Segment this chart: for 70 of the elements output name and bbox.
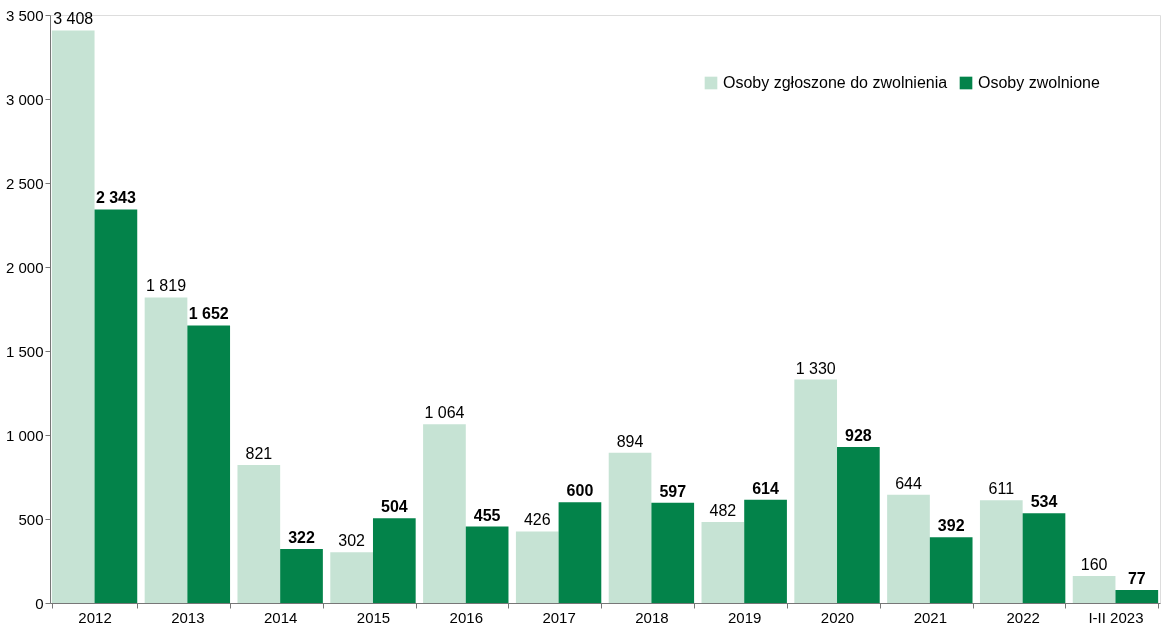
data-label: 821	[245, 445, 273, 463]
x-tick-label: 2021	[913, 608, 948, 626]
data-label: 928	[845, 427, 872, 445]
data-label: 1 819	[145, 277, 187, 295]
y-tick-label: 500	[18, 510, 44, 528]
bar	[330, 552, 373, 603]
data-label: 600	[566, 482, 594, 500]
bar	[1115, 590, 1159, 603]
bar	[979, 500, 1023, 603]
bar	[280, 548, 323, 603]
data-label: 1 064	[424, 404, 465, 422]
x-tick-label: 2019	[728, 608, 762, 626]
data-label: 1 652	[188, 305, 229, 323]
bar	[558, 502, 602, 603]
x-tick-label: 2014	[263, 608, 298, 626]
bar	[651, 502, 695, 603]
data-label: 302	[338, 532, 366, 550]
x-tick-label: 2015	[356, 608, 391, 626]
bar	[51, 30, 95, 603]
data-label: 611	[988, 480, 1015, 498]
data-label: 1 330	[795, 359, 836, 377]
data-label: 597	[659, 482, 687, 500]
bar	[144, 297, 188, 603]
bar	[744, 499, 787, 603]
data-label: 3 408	[53, 10, 94, 28]
y-tick-label: 2 500	[5, 174, 44, 192]
x-tick-label: 2016	[449, 608, 483, 626]
bar	[423, 424, 466, 603]
data-label: 504	[380, 498, 408, 516]
bar	[187, 325, 231, 603]
data-label: 77	[1127, 570, 1146, 588]
data-label: 322	[288, 528, 315, 546]
bar	[237, 465, 281, 603]
bar	[887, 494, 930, 603]
y-tick-label: 1 000	[5, 426, 44, 444]
x-tick-label: 2020	[820, 608, 855, 626]
x-tick-label: 2018	[635, 608, 669, 626]
bar	[701, 522, 745, 603]
bar	[794, 379, 838, 603]
x-tick-label: I-II 2023	[1088, 608, 1144, 626]
bar	[1072, 576, 1116, 603]
data-label: 614	[752, 479, 780, 497]
data-label: 534	[1030, 493, 1058, 511]
x-tick-label: 2013	[171, 608, 205, 626]
data-label: 455	[473, 506, 501, 524]
y-tick-label: 3 000	[5, 90, 44, 108]
bar	[515, 531, 559, 603]
bar	[465, 526, 509, 603]
y-tick-label: 1 500	[5, 342, 44, 360]
legend-label: Osoby zwolnione	[978, 74, 1100, 91]
y-tick-label: 0	[35, 594, 44, 612]
data-label: 644	[895, 474, 922, 492]
bar	[1022, 513, 1066, 603]
x-tick-label: 2017	[542, 608, 576, 626]
data-label: 426	[523, 511, 551, 529]
y-tick-label: 3 500	[5, 6, 44, 24]
bar	[372, 518, 416, 603]
x-tick-label: 2012	[78, 608, 112, 626]
bar	[94, 209, 138, 603]
data-label: 482	[709, 502, 737, 520]
y-tick-label: 2 000	[5, 258, 44, 276]
data-label: 2 343	[95, 189, 137, 207]
bar	[929, 537, 973, 603]
data-label: 894	[616, 432, 644, 450]
bar	[608, 452, 652, 603]
legend-label: Osoby zgłoszone do zwolnienia	[723, 74, 948, 91]
x-tick-label: 2022	[1006, 608, 1040, 626]
data-label: 392	[937, 517, 965, 535]
bar	[837, 447, 880, 603]
data-label: 160	[1080, 556, 1108, 574]
